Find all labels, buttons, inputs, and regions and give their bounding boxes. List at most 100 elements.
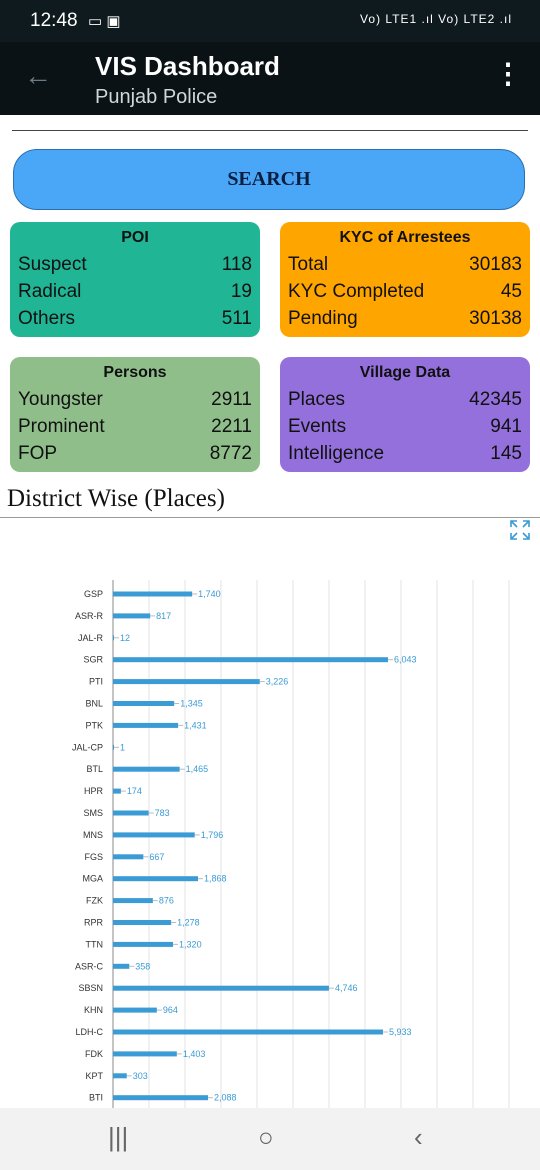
category-label: PTI <box>89 677 103 687</box>
data-bar[interactable] <box>113 591 193 597</box>
value-label: 2,088 <box>214 1093 237 1103</box>
row-value: 2211 <box>211 416 252 437</box>
value-label: 1,345 <box>180 699 203 709</box>
poi-card[interactable]: POI Suspect 118 Radical 19 Others 511 <box>10 222 260 337</box>
expand-icon-graphic <box>510 520 530 540</box>
card-row: Pending 30138 <box>288 305 522 332</box>
data-bar[interactable] <box>113 1095 209 1101</box>
value-label: 3,226 <box>266 677 289 687</box>
app-subtitle: Punjab Police <box>95 86 218 108</box>
data-bar[interactable] <box>113 1029 383 1035</box>
category-label: SMS <box>83 808 103 818</box>
row-label: Others <box>18 308 76 329</box>
data-bar[interactable] <box>113 722 179 728</box>
card-title: Persons <box>103 364 167 381</box>
value-label: 358 <box>135 961 150 971</box>
category-label: KPT <box>85 1071 103 1081</box>
data-bar[interactable] <box>113 920 172 925</box>
category-label: KHN <box>84 1005 103 1015</box>
card-row: Intelligence 145 <box>288 440 522 467</box>
value-label: 1,868 <box>204 874 227 884</box>
category-label: RPR <box>84 918 104 928</box>
card-row: Events 941 <box>288 413 522 440</box>
data-bar[interactable] <box>113 788 121 794</box>
persons-card[interactable]: Persons Youngster 2911 Prominent 2211 FOP 8… <box>10 357 260 472</box>
category-label: HPR <box>84 786 104 796</box>
value-label: 667 <box>149 852 164 862</box>
data-bar[interactable] <box>113 854 144 860</box>
kyc-card[interactable]: KYC of Arrestees Total 30183 KYC Complete… <box>280 222 530 337</box>
value-label: 1,431 <box>184 720 207 730</box>
row-label: KYC Completed <box>288 281 425 302</box>
card-row: Places 42345 <box>288 386 522 413</box>
category-label: ASR-R <box>75 611 104 621</box>
card-row: FOP 8772 <box>18 440 252 467</box>
data-bar[interactable] <box>113 613 151 619</box>
data-bar[interactable] <box>113 635 114 641</box>
category-label: FGS <box>84 852 103 862</box>
value-label: 1,403 <box>183 1049 206 1059</box>
app-title: VIS Dashboard <box>95 51 280 81</box>
row-value: 30138 <box>469 308 522 329</box>
row-value: 42345 <box>469 389 522 410</box>
value-label: 174 <box>127 786 142 796</box>
value-label: 964 <box>163 1005 178 1015</box>
data-bar[interactable] <box>113 876 198 882</box>
data-bar[interactable] <box>113 679 260 685</box>
row-label: Intelligence <box>288 443 385 464</box>
status-bar: 12:48 ▭ ▣ Vo) LTE1 .ıl Vo) LTE2 .ıl <box>0 0 540 42</box>
back-arrow-icon[interactable]: ← <box>24 60 52 91</box>
value-label: 1,278 <box>177 918 200 928</box>
value-label: 817 <box>156 611 171 621</box>
value-label: 303 <box>133 1071 148 1081</box>
data-bar[interactable] <box>113 963 130 969</box>
data-bar[interactable] <box>113 1073 127 1079</box>
row-label: Youngster <box>18 389 103 410</box>
card-row: Suspect 118 <box>18 251 252 278</box>
data-bar[interactable] <box>113 898 153 904</box>
row-value: 2911 <box>211 389 252 410</box>
category-label: ASR-C <box>75 961 104 971</box>
category-label: JAL-R <box>78 633 104 643</box>
row-value: 145 <box>490 443 522 464</box>
row-label: Places <box>288 389 346 410</box>
app-bar: ← VIS Dashboard Punjab Police ⋮ <box>0 42 540 115</box>
status-time: 12:48 <box>30 10 78 31</box>
value-label: 1 <box>120 742 125 752</box>
row-label: Suspect <box>18 254 87 275</box>
value-label: 4,746 <box>335 983 358 993</box>
data-bar[interactable] <box>113 657 388 663</box>
row-value: 941 <box>490 416 522 437</box>
expand-icon[interactable] <box>509 519 531 541</box>
row-label: FOP <box>18 443 58 464</box>
row-value: 19 <box>230 281 252 302</box>
data-bar[interactable] <box>113 1051 177 1057</box>
value-label: 1,796 <box>201 830 224 840</box>
card-title: Village Data <box>359 364 451 381</box>
network-indicators: Vo) LTE1 .ıl Vo) LTE2 .ıl <box>360 12 512 26</box>
data-bar[interactable] <box>113 766 180 772</box>
data-bar[interactable] <box>113 1007 157 1013</box>
data-bar[interactable] <box>113 941 174 947</box>
card-row: KYC Completed 45 <box>288 278 522 305</box>
more-options-icon[interactable]: ⋮ <box>494 58 522 89</box>
value-label: 5,933 <box>389 1027 412 1037</box>
category-label: MNS <box>83 830 103 840</box>
row-value: 30183 <box>469 254 522 275</box>
row-label: Prominent <box>18 416 105 437</box>
value-label: 12 <box>120 633 130 643</box>
search-button[interactable]: SEARCH <box>13 149 525 210</box>
notification-icons: ▭ ▣ <box>88 13 121 30</box>
data-bar[interactable] <box>113 832 195 838</box>
data-bar[interactable] <box>113 701 175 706</box>
recent-apps-icon[interactable]: ||| <box>108 1122 129 1152</box>
data-bar[interactable] <box>113 810 149 816</box>
row-value: 118 <box>221 254 252 275</box>
data-bar[interactable] <box>113 744 114 750</box>
data-bar[interactable] <box>113 985 329 991</box>
home-icon[interactable]: ○ <box>258 1122 274 1152</box>
village-data-card[interactable]: Village Data Places 42345 Events 941 Intel… <box>280 357 530 472</box>
back-nav-icon[interactable]: ‹ <box>414 1122 423 1152</box>
system-nav-bar: ||| ○ ‹ <box>0 1108 540 1170</box>
category-label: SBSN <box>78 983 103 993</box>
